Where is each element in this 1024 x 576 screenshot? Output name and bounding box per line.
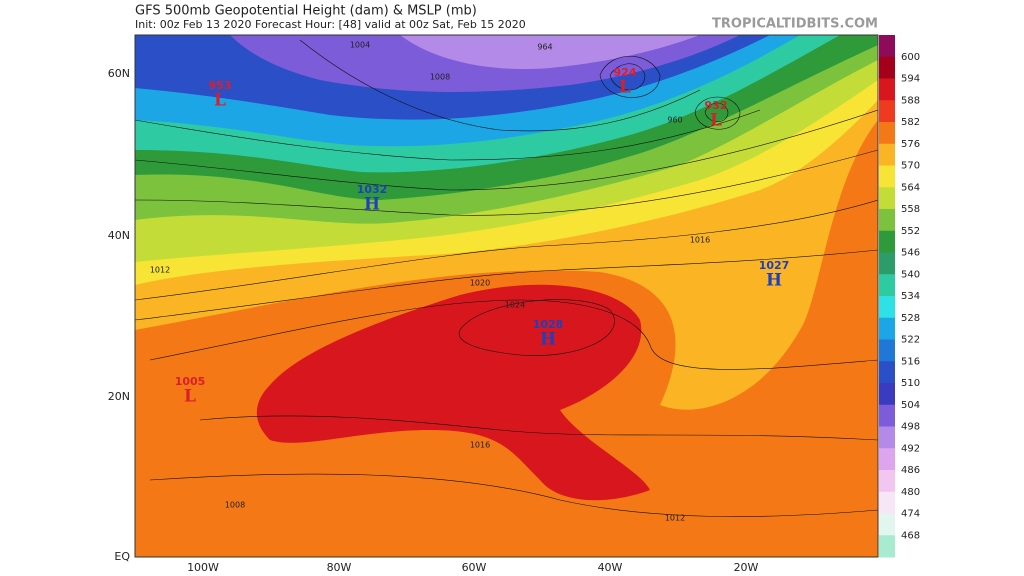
field-588 bbox=[256, 284, 650, 501]
colorbar-label: 570 bbox=[901, 161, 920, 172]
pressure-value: 1028 bbox=[533, 318, 564, 331]
colorbar-cell bbox=[879, 274, 895, 297]
colorbar-label: 546 bbox=[901, 248, 920, 259]
colorbar-label: 600 bbox=[901, 52, 920, 63]
isobar-label: 1008 bbox=[225, 501, 245, 510]
colorbar-cell bbox=[879, 252, 895, 275]
colorbar-cell bbox=[879, 143, 895, 166]
pressure-symbol: L bbox=[214, 91, 226, 111]
colorbar-cell bbox=[879, 56, 895, 79]
title: GFS 500mb Geopotential Height (dam) & MS… bbox=[135, 4, 477, 19]
colorbar-cell bbox=[879, 296, 895, 319]
lat-label: 20N bbox=[108, 390, 130, 403]
colorbar-cell bbox=[879, 513, 895, 536]
colorbar-label: 594 bbox=[901, 74, 920, 85]
colorbar-label: 522 bbox=[901, 335, 920, 346]
colorbar-label: 468 bbox=[901, 530, 920, 541]
isobar-label: 1004 bbox=[350, 41, 370, 50]
colorbar-cell bbox=[879, 78, 895, 101]
colorbar-label: 576 bbox=[901, 139, 920, 150]
lon-label: 20W bbox=[734, 561, 759, 574]
pressure-symbol: L bbox=[184, 387, 196, 407]
subtitle: Init: 00z Feb 13 2020 Forecast Hour: [48… bbox=[135, 18, 526, 31]
colorbar-label: 534 bbox=[901, 291, 920, 302]
map-frame bbox=[134, 34, 879, 558]
colorbar-cell bbox=[879, 165, 895, 188]
pressure-value: 1027 bbox=[759, 259, 790, 272]
lon-label: 80W bbox=[327, 561, 352, 574]
colorbar-cell bbox=[879, 339, 895, 362]
lat-label: 60N bbox=[108, 67, 130, 80]
field-498 bbox=[400, 35, 700, 70]
colorbar-cell bbox=[879, 448, 895, 471]
colorbar-label: 498 bbox=[901, 422, 920, 433]
colorbar-label: 582 bbox=[901, 117, 920, 128]
isobar-label: 1016 bbox=[470, 441, 490, 450]
isobar-label: 1016 bbox=[690, 236, 710, 245]
colorbar-cell bbox=[879, 383, 895, 406]
colorbar-label: 474 bbox=[901, 509, 920, 520]
pressure-value: 932 bbox=[705, 99, 728, 112]
isobars bbox=[135, 39, 878, 517]
isobar-label: 1012 bbox=[150, 266, 170, 275]
colorbar-label: 540 bbox=[901, 269, 920, 280]
colorbar-label: 504 bbox=[901, 400, 920, 411]
isobar-label: 1012 bbox=[665, 514, 685, 523]
lat-label: EQ bbox=[114, 550, 130, 563]
isobar-label: 1024 bbox=[505, 301, 525, 310]
pressure-value: 1005 bbox=[175, 375, 206, 388]
colorbar-cell bbox=[879, 122, 895, 145]
colorbar-label: 486 bbox=[901, 465, 920, 476]
isobar-label: 1020 bbox=[470, 279, 490, 288]
colorbar-cell bbox=[879, 100, 895, 123]
colorbar-cell bbox=[879, 187, 895, 210]
pressure-value: 924 bbox=[614, 66, 637, 79]
colorbar-cell bbox=[879, 404, 895, 427]
pressure-value: 1032 bbox=[357, 183, 388, 196]
lon-label: 100W bbox=[187, 561, 219, 574]
pressure-symbol: H bbox=[766, 271, 782, 291]
watermark: TROPICALTIDBITS.COM bbox=[712, 17, 878, 32]
colorbar-label: 552 bbox=[901, 226, 920, 237]
height-field bbox=[135, 35, 878, 557]
colorbar-cell bbox=[879, 470, 895, 493]
colorbar-cell bbox=[879, 491, 895, 514]
pressure-symbol: L bbox=[710, 111, 722, 131]
isobar-label: 964 bbox=[537, 43, 552, 52]
pressure-value: 953 bbox=[209, 79, 232, 92]
isobar-label: 960 bbox=[667, 116, 682, 125]
colorbar-cell bbox=[879, 361, 895, 384]
colorbar-cell bbox=[879, 535, 895, 558]
colorbar-label: 564 bbox=[901, 182, 920, 193]
colorbar-label: 588 bbox=[901, 95, 920, 106]
colorbar-label: 510 bbox=[901, 378, 920, 389]
colorbar-cell bbox=[879, 426, 895, 449]
pressure-symbol: L bbox=[619, 78, 631, 98]
colorbar-cell bbox=[879, 317, 895, 340]
colorbar-label: 528 bbox=[901, 313, 920, 324]
lat-label: 40N bbox=[108, 229, 130, 242]
isobar-label: 1008 bbox=[430, 73, 450, 82]
colorbar-label: 480 bbox=[901, 487, 920, 498]
pressure-symbol: H bbox=[540, 330, 556, 350]
colorbar-label: 558 bbox=[901, 204, 920, 215]
pressure-symbol: H bbox=[364, 195, 380, 215]
colorbar-label: 492 bbox=[901, 443, 920, 454]
colorbar-cell bbox=[879, 230, 895, 253]
colorbar-cell bbox=[879, 35, 895, 58]
lon-label: 60W bbox=[462, 561, 487, 574]
lon-label: 40W bbox=[598, 561, 623, 574]
colorbar-cell bbox=[879, 209, 895, 232]
colorbar-label: 516 bbox=[901, 356, 920, 367]
